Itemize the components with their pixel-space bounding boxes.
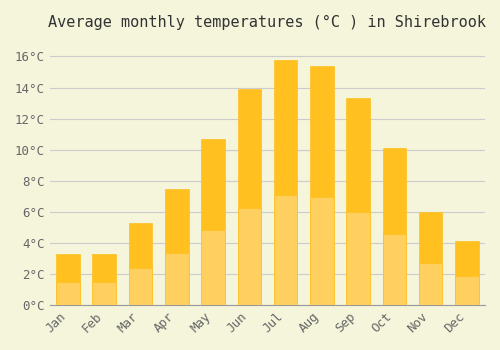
Bar [202,230,225,305]
Bar [346,212,370,305]
Bar [238,208,261,305]
Bar [128,223,152,305]
Bar [202,139,225,305]
Bar [165,189,188,305]
Bar [92,282,116,305]
Bar [238,89,261,305]
Bar [274,195,297,305]
Bar [382,234,406,305]
Bar [382,148,406,305]
Bar [92,254,116,305]
Bar [419,263,442,305]
Title: Average monthly temperatures (°C ) in Shirebrook: Average monthly temperatures (°C ) in Sh… [48,15,486,30]
Bar [455,276,478,305]
Bar [455,241,478,305]
Bar [56,282,80,305]
Bar [310,66,334,305]
Bar [128,268,152,305]
Bar [274,60,297,305]
Bar [165,253,188,305]
Bar [56,254,80,305]
Bar [419,212,442,305]
Bar [310,197,334,305]
Bar [346,98,370,305]
